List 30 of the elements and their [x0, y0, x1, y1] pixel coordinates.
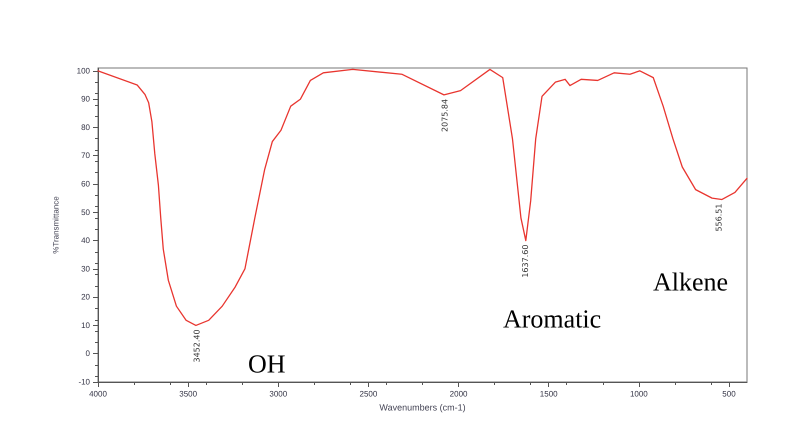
x-axis-title: Wavenumbers (cm-1): [379, 402, 466, 412]
x-tick-label: 3000: [269, 390, 288, 398]
y-tick-label: 60: [81, 179, 91, 188]
x-tick-label: 2500: [360, 390, 378, 398]
annotation: OH: [248, 350, 286, 378]
annotation: Aromatic: [503, 304, 602, 334]
y-tick-label: 10: [81, 320, 91, 330]
x-tick-label: 1000: [630, 390, 648, 398]
x-tick-label: 2000: [450, 390, 468, 398]
y-tick-label: 50: [81, 208, 91, 217]
x-tick-label: 1500: [540, 390, 558, 398]
annotation: Alkene: [653, 268, 728, 296]
y-tick-label: 30: [81, 264, 91, 274]
y-tick-label: 20: [81, 292, 91, 302]
y-tick-label: -10: [78, 378, 91, 386]
y-tick-label: 0: [86, 349, 91, 358]
annotation: 1637.60: [520, 244, 530, 278]
x-tick-label: 500: [722, 390, 736, 398]
y-axis-title: %Transmittance: [52, 196, 60, 254]
y-tick-label: 70: [81, 151, 91, 160]
annotation: 556.51: [714, 204, 724, 232]
y-tick-label: 40: [81, 236, 91, 246]
y-tick-label: 100: [76, 66, 91, 76]
y-tick-label: 80: [81, 122, 91, 132]
annotation: 2075.84: [440, 98, 450, 132]
x-tick-label: 3500: [179, 390, 198, 398]
line-series: [97, 68, 748, 326]
x-tick-label: 4000: [89, 390, 108, 398]
annotation: 3452.40: [192, 329, 202, 363]
y-tick-label: 90: [81, 94, 91, 104]
